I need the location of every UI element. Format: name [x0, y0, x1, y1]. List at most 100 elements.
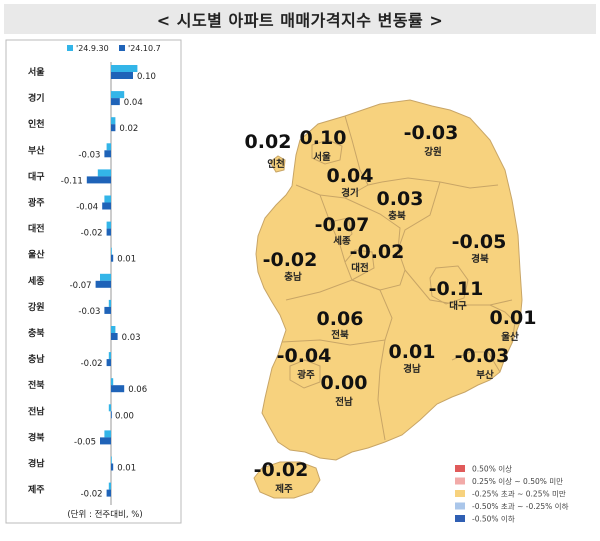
border-jeonbuk: [285, 279, 393, 341]
region-value: 0.02: [245, 131, 292, 153]
bar: [108, 299, 111, 307]
map-legend-label: 0.25% 이상 ~ 0.50% 미만: [472, 476, 563, 486]
value-label: -0.03: [78, 150, 100, 160]
region-value: -0.02: [254, 459, 309, 481]
value-label: -0.04: [76, 203, 98, 213]
map-region: 0.10 서울: [300, 127, 347, 163]
bar-row: 대구 -0.11: [28, 169, 111, 186]
bar: [100, 273, 111, 281]
category-label: 부산: [28, 144, 45, 156]
map-region: -0.03 강원: [404, 122, 459, 158]
value-label: 0.00: [115, 411, 134, 421]
region-name: 충북: [388, 210, 406, 222]
region-name: 충남: [284, 271, 302, 283]
value-label: -0.03: [78, 307, 100, 317]
region-value: 0.01: [389, 341, 436, 363]
border-busan: [451, 351, 501, 373]
region-value: -0.03: [404, 122, 459, 144]
bar-row: 경기 0.04: [28, 91, 143, 108]
bar-rows: 서울 0.10 경기 0.04 인천 0.02 부산 -0.03 대구 -0.11 광주 -0.04 대…: [28, 65, 156, 500]
bar-row: 전북 0.06: [28, 378, 147, 395]
border-gwangju: [289, 359, 321, 389]
value-label: -0.07: [70, 281, 92, 291]
bar-row: 울산 0.01: [28, 247, 136, 265]
region-name: 강원: [424, 146, 441, 158]
region-name: 울산: [501, 331, 519, 343]
region-name: 광주: [297, 369, 315, 381]
map-shapes: [253, 99, 523, 499]
region-value: -0.03: [455, 345, 510, 367]
bar-row: 경북 -0.05: [28, 430, 111, 447]
region-value: -0.05: [452, 231, 507, 253]
category-label: 충북: [28, 327, 45, 339]
region-value: 0.00: [321, 372, 368, 394]
category-label: 대구: [28, 170, 45, 182]
map-legend-label: 0.50% 이상: [472, 464, 512, 474]
value-label: 0.02: [119, 124, 138, 134]
map-region: 0.01 울산: [490, 307, 537, 343]
region-name: 대구: [449, 300, 467, 312]
map-legend-swatch: [455, 515, 465, 522]
legend-label: '24.10.7: [128, 44, 161, 53]
region-name: 전북: [331, 329, 349, 341]
value-label: -0.02: [81, 359, 103, 369]
region-value: -0.02: [263, 249, 318, 271]
bar-row: 경남 0.01: [28, 456, 136, 474]
border-seoul: [311, 139, 343, 165]
bar: [111, 124, 116, 132]
border-gyeonggi-south: [295, 184, 369, 199]
bar: [100, 437, 111, 445]
map-incheon-island: [269, 155, 286, 173]
border-gyeongbuk-west: [397, 181, 441, 251]
bar: [106, 228, 111, 236]
bar-chart-frame: [5, 39, 182, 524]
value-label: 0.06: [128, 385, 147, 395]
category-label: 광주: [28, 197, 45, 209]
category-label: 제주: [28, 484, 45, 496]
bar-row: 제주 -0.02: [28, 482, 111, 500]
bar-row: 강원 -0.03: [28, 299, 111, 317]
bar: [111, 254, 114, 262]
bar: [106, 221, 111, 229]
bar: [111, 411, 112, 419]
category-label: 대전: [28, 223, 45, 235]
border-ulsan: [489, 304, 516, 344]
legend-swatch: [119, 45, 125, 51]
bar: [111, 91, 125, 99]
border-daejeon: [344, 249, 375, 281]
map-legend-swatch: [455, 490, 465, 497]
bar: [102, 202, 111, 210]
map-region: 0.00 전남: [321, 372, 368, 408]
category-label: 전남: [28, 405, 45, 417]
map-region: -0.03 부산: [455, 345, 510, 381]
value-label: -0.05: [74, 437, 96, 447]
legend-swatch: [67, 45, 73, 51]
unit-note: (단위 : 전주대비, %): [67, 509, 142, 520]
map-legend: 0.50% 이상 0.25% 이상 ~ 0.50% 미만 -0.25% 초과 ~ 0…: [455, 464, 569, 524]
region-value: 0.06: [317, 308, 364, 330]
value-label: 0.04: [124, 98, 143, 108]
category-label: 경북: [28, 431, 45, 443]
bar: [111, 456, 112, 464]
category-label: 인천: [28, 119, 45, 130]
chart-title: < 시도별 아파트 매매가격지수 변동률 >: [156, 11, 444, 30]
category-label: 강원: [28, 301, 45, 313]
value-label: -0.11: [61, 176, 83, 186]
map-legend-label: -0.50% 이하: [472, 514, 515, 524]
value-label: 0.10: [137, 72, 156, 82]
category-label: 경기: [28, 92, 45, 104]
region-name: 경북: [471, 253, 489, 265]
map-legend-swatch: [455, 465, 465, 472]
bar-row: 충남 -0.02: [28, 352, 111, 369]
border-gyeonggi-gangwon: [344, 115, 383, 186]
region-name: 경남: [403, 363, 421, 375]
bar: [104, 306, 111, 314]
bar-row: 세종 -0.07: [28, 273, 111, 291]
region-name: 경기: [341, 187, 358, 199]
region-value: 0.01: [490, 307, 537, 329]
